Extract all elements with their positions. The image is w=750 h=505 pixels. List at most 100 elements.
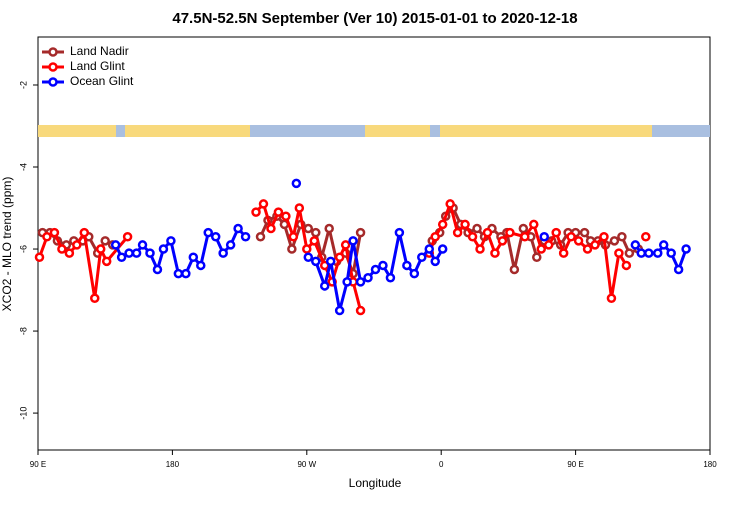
point (630, 240, 641, 250)
point (240, 231, 251, 242)
point (566, 231, 576, 242)
point (490, 248, 500, 258)
point (558, 248, 569, 258)
y-tick-label: -2 (18, 81, 28, 89)
point (131, 248, 142, 258)
point (72, 240, 82, 250)
y-tick-label: -10 (18, 407, 28, 420)
point (325, 256, 336, 267)
point (137, 240, 148, 250)
point (681, 244, 691, 254)
point (173, 268, 184, 279)
point (110, 240, 121, 250)
chart-title: 47.5N-52.5N September (Ver 10) 2015-01-0… (172, 10, 577, 27)
point (402, 260, 412, 271)
point (536, 244, 547, 254)
point (181, 268, 191, 279)
point (658, 240, 669, 250)
point (122, 231, 133, 242)
point (303, 223, 314, 234)
point (196, 260, 206, 271)
point (430, 256, 440, 267)
point (573, 236, 584, 246)
legend-label: Land Glint (70, 59, 125, 73)
point (378, 260, 388, 271)
land-band (365, 125, 430, 137)
point (599, 231, 609, 242)
point (636, 248, 647, 258)
point (543, 240, 554, 250)
point (355, 277, 366, 287)
point (452, 227, 463, 238)
point (417, 252, 427, 262)
point (624, 248, 635, 258)
point (124, 248, 134, 258)
point (291, 178, 302, 189)
point (370, 264, 381, 275)
point (437, 219, 448, 230)
point (342, 277, 352, 287)
point (394, 227, 405, 238)
y-tick-label: -6 (18, 245, 28, 253)
point (79, 227, 90, 238)
point (482, 227, 493, 238)
point (266, 223, 276, 234)
point (606, 293, 617, 304)
point (34, 252, 45, 262)
point (100, 236, 110, 246)
x-tick-label: 180 (703, 460, 717, 469)
point (424, 244, 435, 254)
point (539, 231, 549, 242)
point (309, 236, 320, 246)
point (188, 252, 199, 262)
point (311, 256, 321, 267)
x-tick-label: 90 E (30, 460, 46, 469)
point (505, 227, 515, 238)
legend-marker (48, 62, 58, 72)
x-tick-label: 0 (439, 460, 444, 469)
point (218, 248, 228, 258)
point (273, 207, 284, 217)
point (409, 268, 420, 279)
point (57, 244, 67, 254)
y-axis-label: XCO2 - MLO trend (ppm) (0, 177, 14, 312)
point (355, 305, 366, 316)
point (437, 244, 448, 254)
point (116, 252, 127, 262)
point (509, 264, 520, 275)
legend-marker (48, 47, 58, 57)
point (95, 244, 106, 254)
point (64, 248, 75, 258)
point (258, 199, 269, 209)
point (641, 231, 651, 242)
point (497, 236, 508, 246)
point (472, 223, 482, 234)
map-strip (38, 125, 710, 137)
point (42, 231, 52, 242)
land-band (440, 125, 652, 137)
point (475, 244, 485, 254)
x-tick-label: 180 (166, 460, 180, 469)
point (281, 211, 291, 221)
point (518, 223, 529, 234)
point (334, 305, 345, 316)
point (225, 240, 236, 250)
y-tick-label: -8 (18, 327, 28, 335)
legend-label: Land Nadir (70, 44, 129, 58)
legend-marker (48, 77, 58, 87)
point (49, 227, 60, 238)
point (617, 231, 627, 242)
point (652, 248, 663, 258)
point (255, 231, 266, 242)
point (145, 248, 155, 258)
point (203, 227, 213, 238)
x-tick-label: 90 W (297, 460, 316, 469)
point (582, 244, 593, 254)
point (348, 236, 358, 246)
point (251, 207, 261, 217)
point (529, 219, 539, 230)
point (579, 227, 590, 238)
point (467, 231, 478, 242)
point (340, 240, 351, 250)
